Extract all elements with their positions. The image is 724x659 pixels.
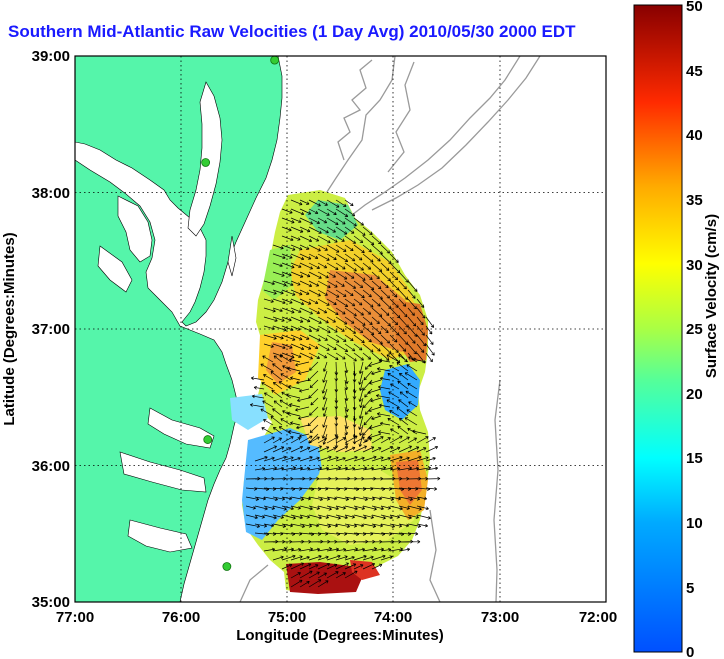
colorbar-tick-label: 45 bbox=[686, 63, 703, 80]
plot-frame bbox=[74, 55, 607, 603]
x-axis: 77:00 76:00 75:00 74:00 73:00 72:00 Long… bbox=[56, 609, 617, 644]
colorbar-tick-label: 40 bbox=[686, 127, 703, 144]
colorbar-tick-label: 20 bbox=[686, 386, 703, 403]
y-tick-label: 36:00 bbox=[32, 458, 70, 475]
velocity-arrow-set bbox=[245, 199, 441, 588]
colorbar-tick-label: 0 bbox=[686, 644, 694, 659]
station-marker bbox=[203, 435, 213, 444]
colorbar-tick-label: 25 bbox=[686, 321, 703, 338]
x-tick-label: 72:00 bbox=[579, 609, 617, 626]
station-markers bbox=[201, 55, 280, 571]
x-axis-label: Longitude (Degrees:Minutes) bbox=[236, 627, 444, 644]
colorbar: 0 5 10 15 20 25 30 35 40 45 50 Surface V… bbox=[633, 0, 720, 659]
x-tick-label: 77:00 bbox=[56, 609, 94, 626]
colorbar-tick-label: 5 bbox=[686, 580, 694, 597]
y-axis-label: Latitude (Degrees:Minutes) bbox=[1, 232, 18, 425]
y-tick-label: 37:00 bbox=[32, 321, 70, 338]
bathymetry-contours bbox=[239, 56, 541, 602]
x-tick-label: 76:00 bbox=[162, 609, 200, 626]
colorbar-tick-label: 30 bbox=[686, 257, 703, 274]
station-marker bbox=[222, 562, 232, 571]
grid-lines bbox=[75, 56, 606, 602]
station-marker bbox=[201, 158, 211, 167]
y-axis: 35:00 36:00 37:00 38:00 39:00 Latitude (… bbox=[1, 48, 70, 611]
colorbar-tick-label: 50 bbox=[686, 0, 703, 15]
y-tick-label: 35:00 bbox=[32, 594, 70, 611]
colorbar-tick-label: 10 bbox=[686, 515, 703, 532]
x-tick-label: 74:00 bbox=[374, 609, 412, 626]
y-tick-label: 38:00 bbox=[32, 185, 70, 202]
x-tick-label: 73:00 bbox=[481, 609, 519, 626]
map-title: Southern Mid-Atlantic Raw Velocities (1 … bbox=[8, 22, 576, 41]
station-marker bbox=[270, 55, 280, 65]
colorbar-scale bbox=[633, 4, 683, 653]
colorbar-tick-label: 35 bbox=[686, 192, 703, 209]
x-tick-label: 75:00 bbox=[268, 609, 306, 626]
velocity-vectors bbox=[245, 199, 441, 588]
colorbar-tick-label: 15 bbox=[686, 450, 703, 467]
colorbar-label: Surface Velocity (cm/s) bbox=[703, 214, 720, 378]
y-tick-label: 39:00 bbox=[32, 48, 70, 65]
